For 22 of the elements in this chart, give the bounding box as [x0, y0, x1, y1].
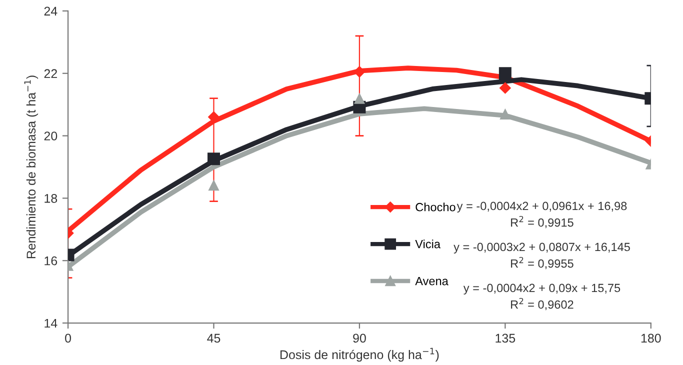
annotation: R$^{2}$ = 0,9602 — [511, 298, 574, 310]
legend-label: Chocho — [416, 202, 456, 212]
x-tick-label: 0 — [65, 334, 72, 343]
x-tick-label: 180 — [641, 334, 661, 343]
x-axis-title: Dosis de nitrógeno (kg ha$^{−1}$) — [280, 348, 439, 362]
x-tick-label: 45 — [207, 334, 220, 343]
x-tick-label: 135 — [496, 334, 516, 343]
x-tick-label: 90 — [353, 334, 366, 343]
annotation: y = -0,0004x2 + 0,0961x + 16,98 — [456, 202, 627, 213]
annotation: R$^{2}$ = 0,9915 — [511, 216, 574, 228]
y-tick-label: 14 — [44, 318, 58, 328]
y-tick-label: 22 — [44, 69, 57, 78]
y-axis-title: Rendimiento de biomasa (t ha$^{−1}$) — [24, 76, 38, 258]
annotation: y = -0,0004x2 + 0,09x + 15,75 — [463, 284, 620, 295]
y-tick-label: 20 — [44, 132, 58, 140]
annotation: y = -0,0003x2 + 0,0807x + 16,145 — [454, 242, 630, 254]
legend-label: Vicia — [415, 240, 441, 248]
y-tick-label: 24 — [44, 6, 58, 16]
y-tick-label: 18 — [44, 194, 58, 203]
legend-label: Avena — [415, 277, 448, 286]
annotation: R$^{2}$ = 0,9955 — [511, 256, 574, 270]
y-tick-label: 16 — [44, 256, 58, 266]
